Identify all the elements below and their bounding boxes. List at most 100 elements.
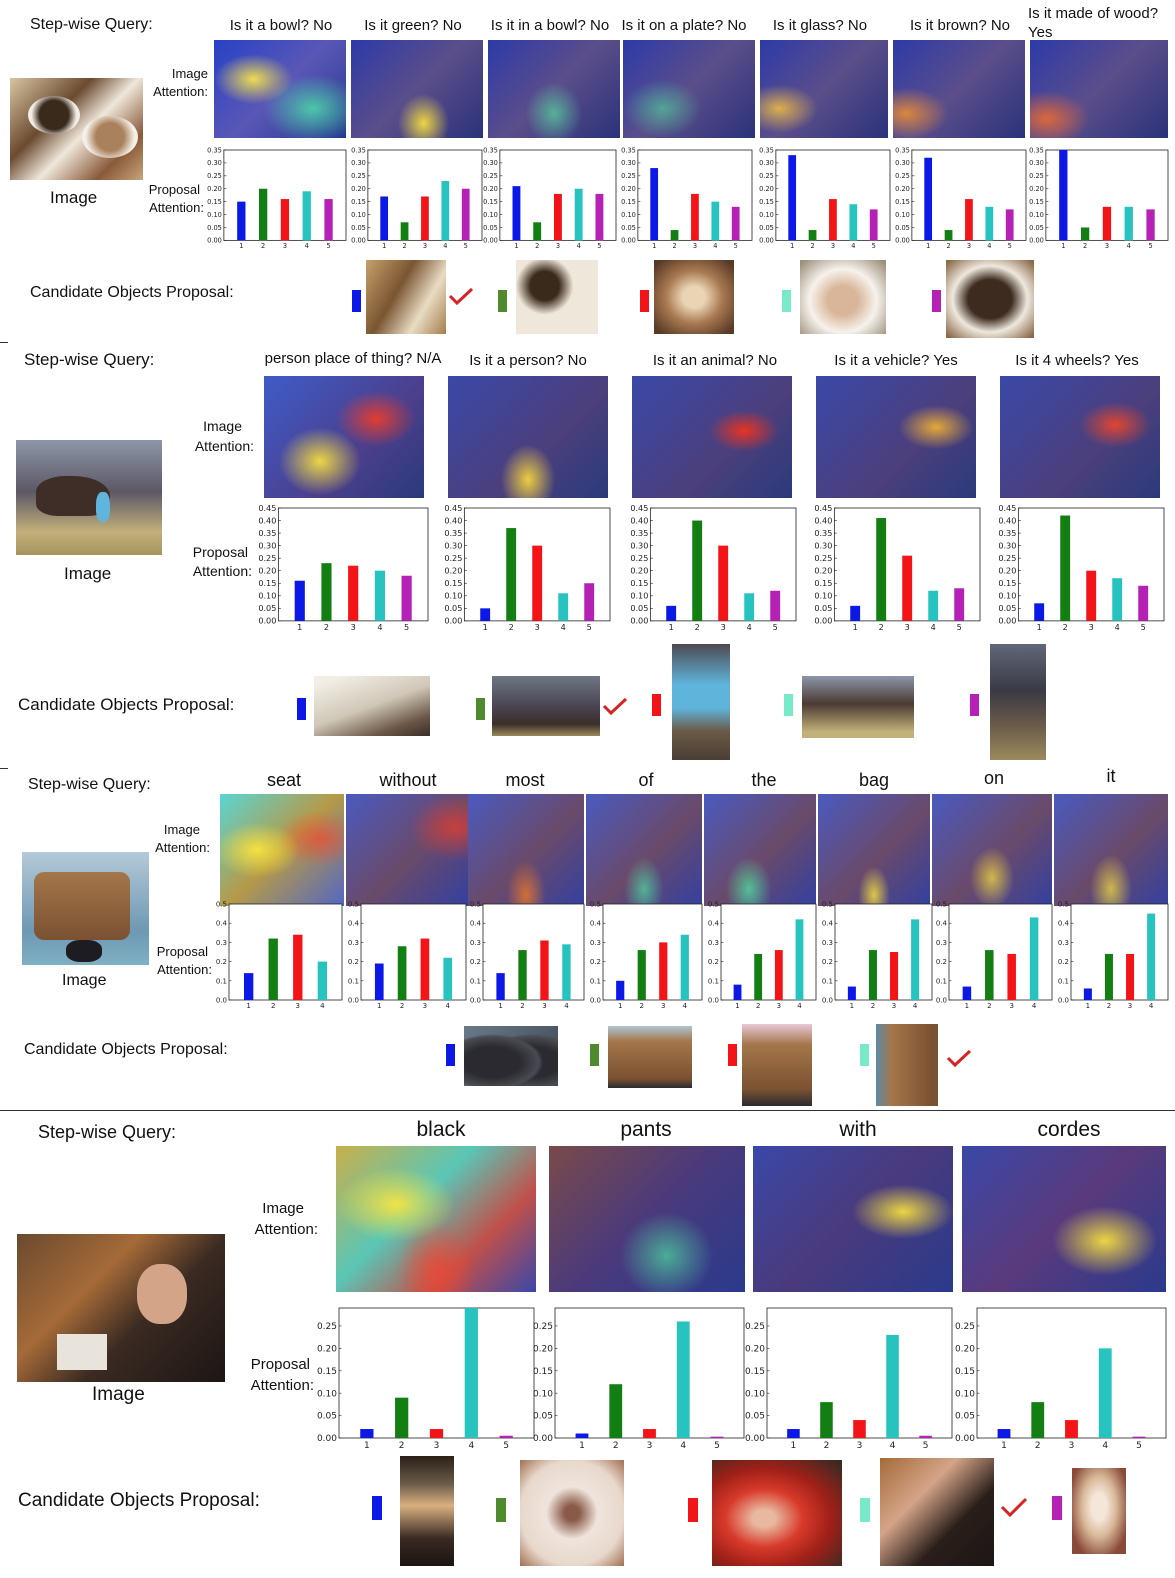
candidate-crop-4 xyxy=(880,1458,994,1566)
divider-tick xyxy=(0,768,8,769)
x-tick-label: 5 xyxy=(326,242,330,250)
attention-map-2 xyxy=(351,40,483,138)
y-tick-label: 0.10 xyxy=(759,211,774,219)
y-tick-label: 0.10 xyxy=(621,211,636,219)
candidate-crop-3 xyxy=(654,260,734,334)
x-tick-label: 2 xyxy=(402,242,406,250)
y-tick-label: 0.0 xyxy=(470,996,481,1004)
check-mark-icon xyxy=(602,697,628,716)
query-word-4: cordes xyxy=(1037,1118,1101,1141)
bar-5 xyxy=(731,206,740,241)
x-tick-label: 1 xyxy=(382,242,386,250)
image-caption: Image xyxy=(64,564,112,583)
candidate-swatch-3 xyxy=(688,1498,698,1522)
y-tick-label: 0.10 xyxy=(258,591,276,601)
panel-bag: Step-wise Query: Image Image Attention: … xyxy=(0,766,1175,1110)
y-tick-label: 0.00 xyxy=(258,616,276,626)
bar-5 xyxy=(324,199,333,241)
image-attention-label-1: Image xyxy=(163,822,200,837)
proposal-attention-label-2: Attention: xyxy=(157,962,212,977)
y-tick-label: 0.05 xyxy=(998,603,1016,613)
image-attention-label-2: Attention: xyxy=(155,840,210,855)
y-tick-label: 0.2 xyxy=(348,958,359,966)
bar-3 xyxy=(348,565,359,621)
proposal-chart-step-7: 0.0 0.1 0.2 0.3 0.4 0.5 1 2 3 4 xyxy=(936,900,1053,1010)
y-tick-label: 0.00 xyxy=(814,616,832,626)
y-tick-label: 0.30 xyxy=(258,540,276,550)
attention-map-6 xyxy=(893,40,1025,138)
check-mark-icon xyxy=(946,1049,972,1068)
bar-4 xyxy=(1147,913,1156,1000)
x-tick-label: 3 xyxy=(535,622,540,632)
candidate-swatch-5 xyxy=(932,290,941,312)
bar-3 xyxy=(540,940,549,1000)
bar-1 xyxy=(788,155,797,241)
proposal-attention-label-2: Attention: xyxy=(250,1377,314,1394)
x-tick-label: 3 xyxy=(434,1441,440,1451)
y-tick-label: 0.30 xyxy=(351,159,366,167)
candidate-swatch-4 xyxy=(784,694,793,716)
bar-1 xyxy=(616,980,625,1000)
bar-4 xyxy=(443,957,453,1000)
bar-3 xyxy=(293,934,303,1000)
query-step-3: Is it in a bowl? No xyxy=(490,17,610,34)
x-tick-label: 5 xyxy=(734,242,738,250)
y-tick-label: 0.15 xyxy=(483,198,498,206)
x-tick-label: 1 xyxy=(483,622,488,632)
y-tick-label: 0.40 xyxy=(258,515,276,525)
bar-3 xyxy=(965,199,973,241)
y-tick-label: 0.15 xyxy=(621,198,636,206)
proposal-chart-step-1: 0.00 0.05 0.10 0.15 0.20 0.25 0.30 0.35 1 2 3 4 5 xyxy=(207,146,347,250)
bar-3 xyxy=(1086,570,1097,621)
query-step-2: Is it a person? No xyxy=(469,352,587,369)
y-tick-label: 0.20 xyxy=(351,185,366,193)
y-tick-label: 0.25 xyxy=(1029,172,1044,180)
bar-2 xyxy=(670,230,679,241)
candidate-swatch-1 xyxy=(297,698,306,720)
attention-map-5 xyxy=(760,40,888,138)
y-tick-label: 0.25 xyxy=(745,1322,765,1332)
x-tick-label: 5 xyxy=(1008,242,1012,250)
x-tick-label: 5 xyxy=(1148,242,1152,250)
proposal-chart-step-3: 0.00 0.05 0.10 0.15 0.20 0.25 0.30 0.35 1 2 3 4 5 xyxy=(483,146,617,250)
y-tick-label: 0.25 xyxy=(895,172,910,180)
x-tick-label: 3 xyxy=(967,242,971,250)
candidate-swatch-2 xyxy=(496,1498,506,1522)
bar-2 xyxy=(692,520,703,621)
proposal-attention-label-1: Proposal xyxy=(156,944,208,959)
x-tick-label: 4 xyxy=(747,622,752,632)
y-tick-label: 0.00 xyxy=(745,1434,765,1444)
bar-2 xyxy=(637,950,646,1000)
query-step-5: Is it glass? No xyxy=(772,17,868,34)
x-tick-label: 3 xyxy=(1105,242,1109,250)
candidate-crop-2 xyxy=(520,1460,624,1566)
y-tick-label: 0.00 xyxy=(207,237,222,245)
y-tick-label: 0.00 xyxy=(621,237,636,245)
bar-5 xyxy=(1146,209,1155,241)
candidate-swatch-2 xyxy=(498,290,507,312)
bar-1 xyxy=(962,986,972,1000)
proposal-attention-label-1: Proposal xyxy=(148,182,200,197)
bar-2 xyxy=(985,950,994,1000)
image-attention-label-1: Image xyxy=(262,1200,304,1217)
y-tick-label: 0.15 xyxy=(317,1367,337,1377)
candidate-crop-3 xyxy=(672,644,730,760)
y-tick-label: 0.25 xyxy=(814,553,832,563)
y-tick-label: 0.35 xyxy=(444,528,462,538)
y-tick-label: 0.45 xyxy=(630,504,648,513)
y-tick-label: 0.15 xyxy=(258,578,276,588)
bar-3 xyxy=(853,1420,866,1438)
x-tick-label: 1 xyxy=(853,622,858,632)
candidate-crop-1 xyxy=(400,1456,454,1566)
y-tick-label: 0.0 xyxy=(590,996,601,1004)
x-tick-label: 5 xyxy=(773,622,778,632)
x-tick-label: 4 xyxy=(377,622,382,632)
bar-4 xyxy=(676,1321,690,1438)
x-tick-label: 5 xyxy=(1136,1441,1142,1451)
x-tick-label: 1 xyxy=(965,1002,969,1010)
y-tick-label: 0.15 xyxy=(444,578,462,588)
bar-1 xyxy=(496,973,505,1000)
x-tick-label: 2 xyxy=(879,622,884,632)
y-tick-label: 0.15 xyxy=(533,1367,553,1377)
y-tick-label: 0.15 xyxy=(814,578,832,588)
